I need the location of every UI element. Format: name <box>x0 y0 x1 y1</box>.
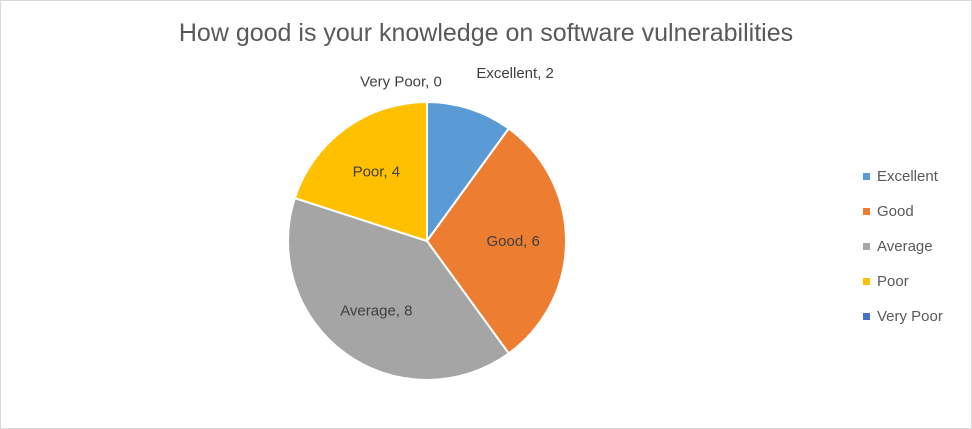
legend-swatch <box>863 243 870 250</box>
legend-swatch <box>863 173 870 180</box>
data-label-good: Good, 6 <box>486 233 539 250</box>
legend-swatch <box>863 278 870 285</box>
legend-label: Excellent <box>877 168 938 185</box>
pie-slice-good <box>425 127 567 355</box>
legend-item-good: Good <box>863 194 943 229</box>
legend-swatch <box>863 208 870 215</box>
legend-label: Good <box>877 203 914 220</box>
legend: Excellent Good Average Poor Very Poor <box>863 159 943 334</box>
data-label-very-poor: Very Poor, 0 <box>360 73 442 90</box>
legend-label: Very Poor <box>877 308 943 325</box>
legend-item-very-poor: Very Poor <box>863 299 943 334</box>
pie-slice-excellent <box>426 100 511 245</box>
data-label-average: Average, 8 <box>340 303 412 320</box>
legend-item-poor: Poor <box>863 264 943 299</box>
legend-swatch <box>863 313 870 320</box>
data-label-poor: Poor, 4 <box>353 163 401 180</box>
pie-slice-poor <box>293 100 428 243</box>
legend-item-average: Average <box>863 229 943 264</box>
legend-label: Poor <box>877 273 909 290</box>
data-label-excellent: Excellent, 2 <box>476 65 554 82</box>
chart-title: How good is your knowledge on software v… <box>178 19 794 47</box>
legend-item-excellent: Excellent <box>863 159 943 194</box>
pie-slice-average <box>287 196 511 381</box>
legend-label: Average <box>877 238 933 255</box>
